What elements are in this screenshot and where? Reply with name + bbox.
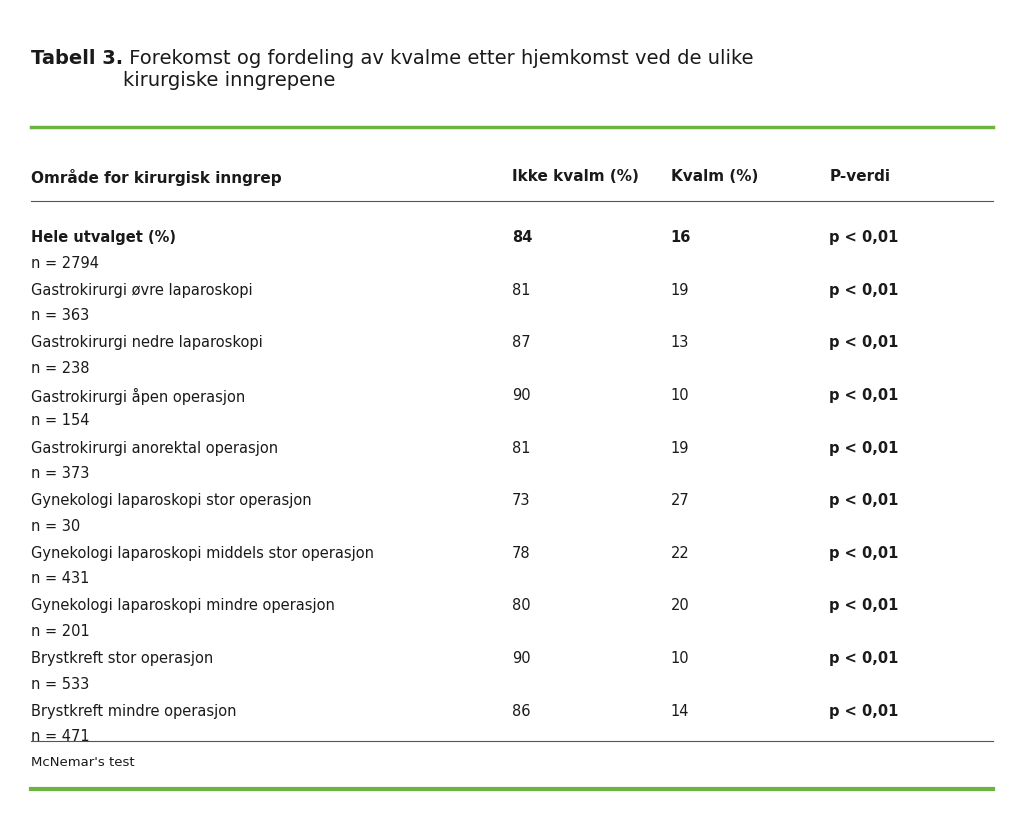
Text: p < 0,01: p < 0,01: [829, 388, 899, 403]
Text: Gynekologi laparoskopi middels stor operasjon: Gynekologi laparoskopi middels stor oper…: [31, 546, 374, 561]
Text: p < 0,01: p < 0,01: [829, 335, 899, 350]
Text: Hele utvalget (%): Hele utvalget (%): [31, 230, 176, 245]
Text: 19: 19: [671, 283, 689, 298]
Text: 80: 80: [512, 598, 530, 613]
Text: p < 0,01: p < 0,01: [829, 441, 899, 455]
Text: Gastrokirurgi nedre laparoskopi: Gastrokirurgi nedre laparoskopi: [31, 335, 262, 350]
Text: p < 0,01: p < 0,01: [829, 704, 899, 718]
Text: n = 2794: n = 2794: [31, 256, 98, 270]
Text: p < 0,01: p < 0,01: [829, 230, 899, 245]
Text: n = 238: n = 238: [31, 361, 89, 376]
Text: McNemar's test: McNemar's test: [31, 756, 134, 769]
Text: n = 30: n = 30: [31, 519, 80, 533]
Text: n = 471: n = 471: [31, 729, 89, 744]
Text: Kvalm (%): Kvalm (%): [671, 169, 758, 183]
Text: 81: 81: [512, 441, 530, 455]
Text: p < 0,01: p < 0,01: [829, 493, 899, 508]
Text: Ikke kvalm (%): Ikke kvalm (%): [512, 169, 639, 183]
Text: n = 431: n = 431: [31, 571, 89, 586]
Text: Gastrokirurgi åpen operasjon: Gastrokirurgi åpen operasjon: [31, 388, 245, 405]
Text: Gynekologi laparoskopi mindre operasjon: Gynekologi laparoskopi mindre operasjon: [31, 598, 335, 613]
Text: P-verdi: P-verdi: [829, 169, 891, 183]
Text: 90: 90: [512, 388, 530, 403]
Text: n = 154: n = 154: [31, 413, 89, 428]
Text: Brystkreft mindre operasjon: Brystkreft mindre operasjon: [31, 704, 237, 718]
Text: 13: 13: [671, 335, 689, 350]
Text: Forekomst og fordeling av kvalme etter hjemkomst ved de ulike
kirurgiske inngrep: Forekomst og fordeling av kvalme etter h…: [123, 49, 754, 90]
Text: p < 0,01: p < 0,01: [829, 283, 899, 298]
Text: p < 0,01: p < 0,01: [829, 651, 899, 666]
Text: n = 363: n = 363: [31, 308, 89, 323]
Text: n = 373: n = 373: [31, 466, 89, 481]
Text: 86: 86: [512, 704, 530, 718]
Text: 22: 22: [671, 546, 689, 561]
Text: 19: 19: [671, 441, 689, 455]
Text: 78: 78: [512, 546, 530, 561]
Text: p < 0,01: p < 0,01: [829, 598, 899, 613]
Text: 14: 14: [671, 704, 689, 718]
Text: 16: 16: [671, 230, 691, 245]
Text: n = 201: n = 201: [31, 624, 89, 639]
Text: 20: 20: [671, 598, 689, 613]
Text: 81: 81: [512, 283, 530, 298]
Text: 87: 87: [512, 335, 530, 350]
Text: Brystkreft stor operasjon: Brystkreft stor operasjon: [31, 651, 213, 666]
Text: 84: 84: [512, 230, 532, 245]
Text: 73: 73: [512, 493, 530, 508]
Text: Gastrokirurgi øvre laparoskopi: Gastrokirurgi øvre laparoskopi: [31, 283, 252, 298]
Text: 10: 10: [671, 388, 689, 403]
Text: 90: 90: [512, 651, 530, 666]
Text: Gastrokirurgi anorektal operasjon: Gastrokirurgi anorektal operasjon: [31, 441, 278, 455]
Text: 27: 27: [671, 493, 689, 508]
Text: Område for kirurgisk inngrep: Område for kirurgisk inngrep: [31, 169, 282, 186]
Text: p < 0,01: p < 0,01: [829, 546, 899, 561]
Text: 10: 10: [671, 651, 689, 666]
Text: Tabell 3.: Tabell 3.: [31, 49, 123, 68]
Text: Gynekologi laparoskopi stor operasjon: Gynekologi laparoskopi stor operasjon: [31, 493, 311, 508]
Text: n = 533: n = 533: [31, 677, 89, 691]
